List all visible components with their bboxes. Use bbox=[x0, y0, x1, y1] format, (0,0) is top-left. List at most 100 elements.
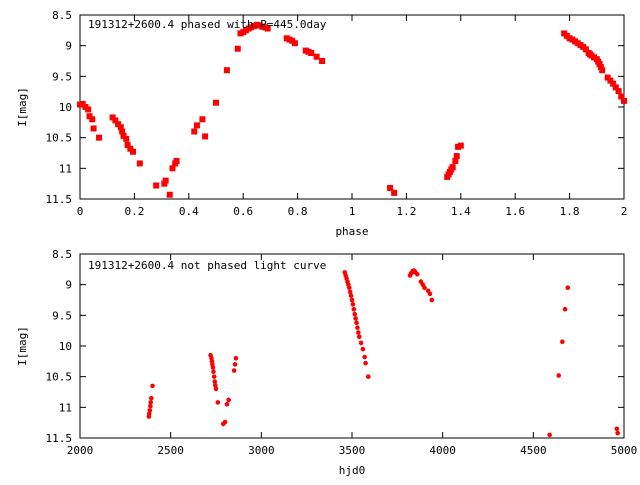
chart-1-data-point bbox=[117, 124, 124, 131]
chart-2-data-point bbox=[231, 368, 237, 373]
chart-2-data-point bbox=[348, 293, 354, 299]
chart-1-data-point bbox=[453, 153, 460, 160]
chart-1-data-point bbox=[115, 121, 122, 128]
chart-1-data-point bbox=[153, 182, 160, 189]
chart-2-x-tick-label: 4500 bbox=[520, 444, 547, 457]
chart-1-y-tick-label: 8.5 bbox=[52, 9, 72, 22]
chart-1-data-point bbox=[223, 67, 230, 74]
chart-2-data-point bbox=[429, 297, 435, 303]
chart-2-y-axis-label: I[mag] bbox=[16, 326, 29, 366]
chart-1-y-tick-label: 11 bbox=[59, 162, 72, 175]
chart-2-data-point bbox=[547, 432, 552, 438]
chart-1-data-point bbox=[234, 45, 241, 52]
chart-2-data-point bbox=[347, 289, 353, 295]
chart-2-data-point bbox=[565, 285, 571, 291]
chart-2-data-point bbox=[354, 320, 359, 325]
chart-1-data-point bbox=[449, 164, 456, 171]
chart-1-data-point bbox=[597, 64, 604, 71]
chart-2-data-point bbox=[366, 374, 371, 379]
chart-2-data-point bbox=[349, 297, 355, 303]
chart-1-x-tick-label: 1.8 bbox=[560, 205, 580, 218]
chart-2-data-point bbox=[352, 311, 358, 317]
chart-1-data-point bbox=[610, 80, 617, 87]
chart-2-x-tick-label: 2000 bbox=[67, 444, 94, 457]
chart-1-x-tick-label: 1 bbox=[349, 205, 356, 218]
chart-1-data-point bbox=[124, 142, 131, 149]
chart-2-y-tick-label: 10.5 bbox=[46, 371, 73, 384]
chart-2-data-point bbox=[350, 301, 356, 307]
chart-2-data-point bbox=[150, 383, 155, 389]
chart-1-data-point bbox=[191, 128, 198, 135]
chart-1-data-point bbox=[173, 157, 180, 164]
chart-2-x-tick-label: 5000 bbox=[611, 444, 638, 457]
chart-1: 0 0.2 0.4 0.6 0.8 1 1.2 1.4 1.6 1.8 2 8.5 9 9.5 10 10.5… bbox=[16, 9, 627, 238]
chart-1-data-point bbox=[618, 93, 625, 100]
chart-1-points bbox=[77, 21, 627, 198]
chart-1-data-point bbox=[213, 99, 219, 106]
chart-2-y-tick-label: 8.5 bbox=[52, 248, 72, 261]
chart-1-x-tick-label: 0.6 bbox=[233, 205, 253, 218]
chart-1-data-point bbox=[89, 116, 96, 123]
chart-2-x-tick-label: 4000 bbox=[429, 444, 456, 457]
chart-1-data-point bbox=[161, 180, 168, 187]
chart-1-x-tick-label: 2 bbox=[621, 205, 628, 218]
chart-1-title: 191312+2600.4 phased with P=445.0day bbox=[88, 18, 327, 31]
chart-2-data-point bbox=[212, 382, 218, 388]
chart-1-data-point bbox=[136, 160, 143, 167]
chart-1-data-point bbox=[90, 125, 97, 132]
chart-2-title: 191312+2600.4 not phased light curve bbox=[88, 259, 326, 272]
chart-1-data-point bbox=[313, 53, 320, 60]
chart-2-data-point bbox=[358, 340, 364, 346]
chart-2-data-point bbox=[233, 355, 239, 361]
chart-2-data-point bbox=[363, 360, 368, 366]
chart-2-y-tick-label: 11 bbox=[59, 401, 72, 414]
chart-2-data-point bbox=[224, 401, 230, 407]
chart-1-data-point bbox=[119, 128, 126, 135]
chart-2-data-point bbox=[560, 339, 565, 345]
chart-1-y-tick-label: 11.5 bbox=[46, 193, 73, 206]
chart-1-data-point bbox=[166, 191, 173, 198]
chart-1-y-tick-label: 10.5 bbox=[46, 132, 73, 145]
chart-2-data-point bbox=[211, 374, 217, 379]
chart-1-data-point bbox=[615, 88, 622, 95]
chart-1-data-point bbox=[319, 58, 326, 64]
chart-1-data-point bbox=[291, 40, 298, 47]
chart-2-data-point bbox=[210, 365, 216, 370]
chart-1-data-point bbox=[79, 100, 86, 107]
chart-1-data-point bbox=[86, 113, 93, 120]
chart-1-data-point bbox=[387, 184, 394, 191]
chart-1-data-point bbox=[264, 25, 271, 32]
chart-2-data-point bbox=[427, 291, 433, 297]
chart-2-y-tick-label: 11.5 bbox=[46, 432, 73, 445]
chart-2-plot-frame bbox=[79, 253, 625, 439]
chart-1-x-tick-label: 1.6 bbox=[505, 205, 525, 218]
chart-1-data-point bbox=[120, 132, 127, 139]
chart-2-data-point bbox=[148, 400, 154, 405]
chart-1-x-tick-label: 1.2 bbox=[396, 205, 416, 218]
chart-2-data-point bbox=[355, 325, 360, 330]
chart-2-data-point bbox=[356, 334, 362, 340]
chart-2-data-point bbox=[147, 408, 153, 413]
chart-2-data-point bbox=[226, 397, 231, 403]
chart-2-data-point bbox=[232, 362, 238, 367]
chart-1-data-point bbox=[123, 135, 130, 142]
chart-2-x-tick-label: 2500 bbox=[157, 444, 184, 457]
chart-1-data-point bbox=[599, 67, 606, 74]
chart-2-data-point bbox=[148, 395, 154, 401]
chart-2-data-point bbox=[414, 271, 420, 277]
chart-2-data-point bbox=[614, 426, 620, 432]
chart-1-x-tick-label: 0.8 bbox=[288, 205, 308, 218]
chart-1-data-point bbox=[612, 84, 619, 91]
chart-2-x-tick-label: 3000 bbox=[248, 444, 275, 457]
chart-1-x-tick-label: 0.2 bbox=[124, 205, 144, 218]
chart-2: 2000 2500 3000 3500 4000 4500 5000 8.5 9 9.5 10 10.… bbox=[16, 248, 637, 477]
chart-2-data-point bbox=[353, 316, 358, 321]
chart-2-data-point bbox=[556, 373, 562, 378]
chart-1-plot-frame bbox=[79, 14, 625, 200]
chart-1-data-point bbox=[109, 114, 116, 121]
chart-1-data-point bbox=[130, 148, 137, 155]
chart-2-x-axis-label: hjd0 bbox=[339, 464, 366, 477]
chart-1-data-point bbox=[596, 61, 603, 68]
chart-1-y-tick-label: 9.5 bbox=[52, 70, 72, 83]
